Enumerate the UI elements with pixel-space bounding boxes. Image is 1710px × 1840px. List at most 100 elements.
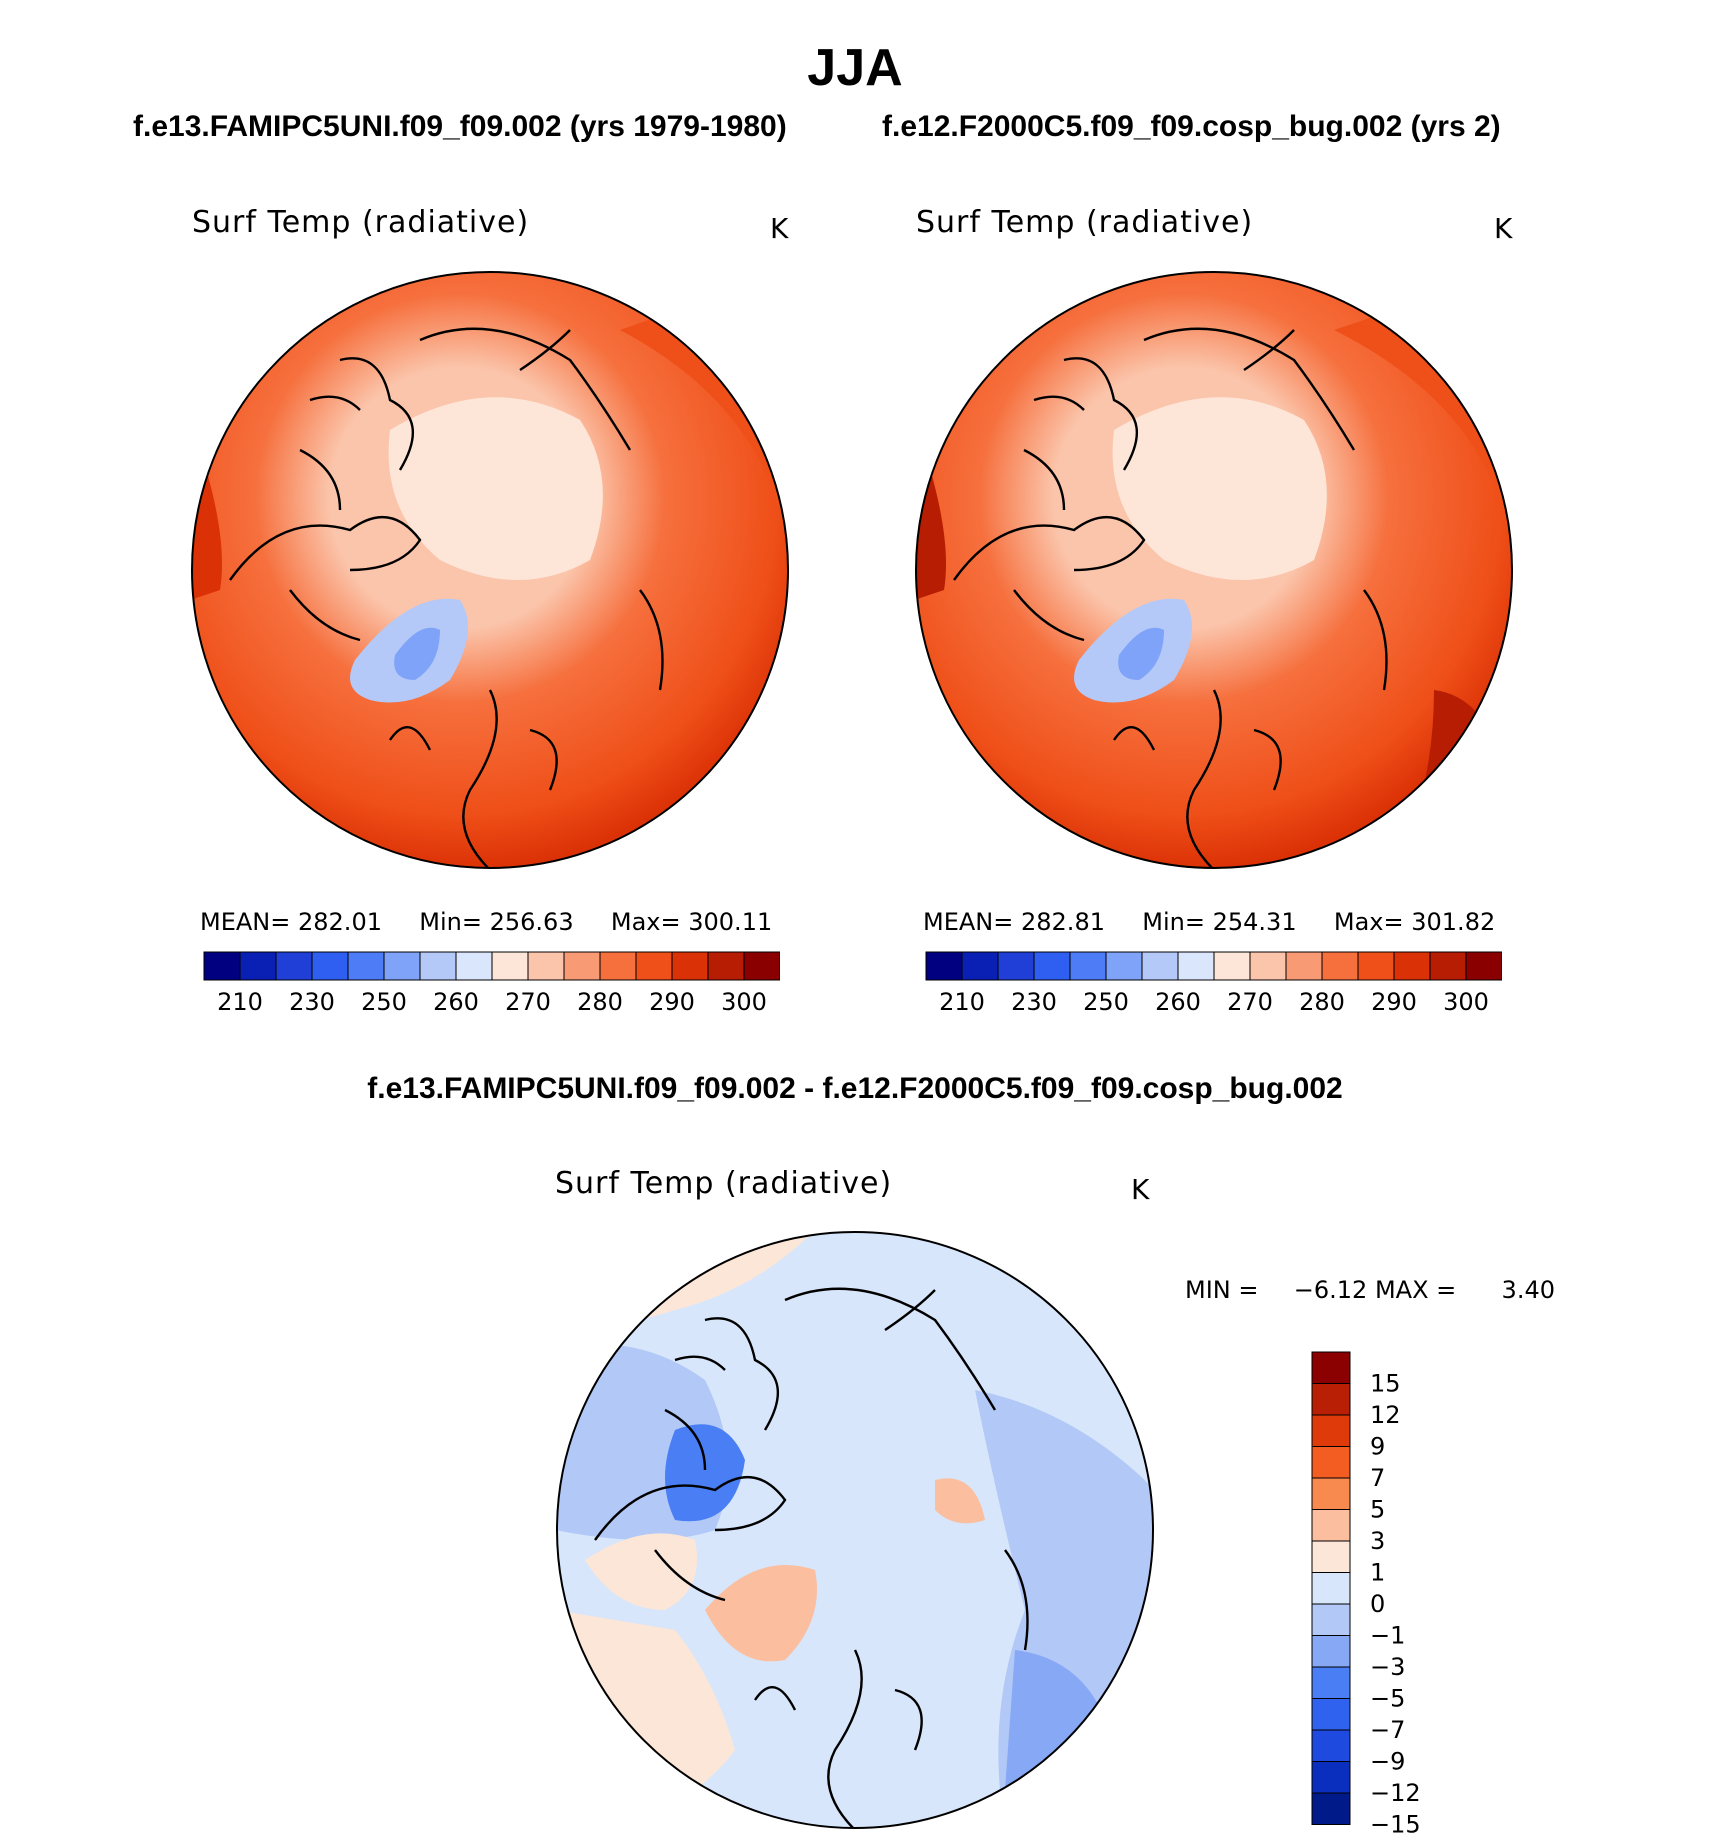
panel1-colorbar-swatch (635, 951, 673, 981)
panel3-units: K (1131, 1173, 1150, 1206)
panel2-colorbar-swatch (1141, 951, 1179, 981)
panel2-colorbar-tick-label: 270 (1227, 988, 1273, 1016)
panel2-colorbar-swatch (961, 951, 999, 981)
panel2-coastline (953, 327, 1388, 868)
panel3-colorbar-tick-label: 7 (1370, 1464, 1385, 1492)
panel2-colorbar-swatch (1429, 951, 1467, 981)
panel2-colorbar-swatch (1177, 951, 1215, 981)
panel1-min-value: 256.63 (489, 908, 574, 936)
panel2-variable-title: Surf Temp (radiative) (916, 205, 1254, 240)
panel2-stats: MEAN= 282.81 Min= 254.31 Max= 301.82 (923, 908, 1495, 936)
panel2-min-label: Min= (1142, 908, 1205, 936)
panel2-colorbar-tick-label: 300 (1443, 988, 1489, 1016)
panel3-colorbar-tick-label: −15 (1370, 1811, 1421, 1839)
panel3-colorbar-tick-label: 0 (1370, 1590, 1385, 1618)
panel3-colorbar-tick-label: −7 (1370, 1716, 1405, 1744)
panel2-colorbar-swatch (997, 951, 1035, 981)
panel1-colorbar-swatch (707, 951, 745, 981)
panel2-colorbar-swatch (1393, 951, 1431, 981)
panel2-map (915, 271, 1513, 869)
panel1-colorbar-swatch (455, 951, 493, 981)
panel1-colorbar-swatch (203, 951, 241, 981)
panel1-colorbar-tick-label: 230 (289, 988, 335, 1016)
panel2-colorbar-swatch (1321, 951, 1359, 981)
panel3-colorbar-swatch (1311, 1414, 1351, 1447)
panel1-colorbar-swatch (491, 951, 529, 981)
panel1-min-label: Min= (419, 908, 482, 936)
panel3-colorbar-tick-label: 12 (1370, 1401, 1401, 1429)
panel1-max-label: Max= (610, 908, 681, 936)
panel3-colorbar-tick-label: −9 (1370, 1748, 1405, 1776)
panel2-warm-east (1334, 272, 1512, 868)
panel2-max-label: Max= (1333, 908, 1404, 936)
panel2-colorbar-tick-label: 230 (1011, 988, 1057, 1016)
panel3-colorbar-swatch (1311, 1792, 1351, 1825)
panel3-colorbar-tick-label: 15 (1370, 1370, 1401, 1398)
panel1-colorbar-tick-label: 270 (505, 988, 551, 1016)
panel2-colorbar-swatch (1033, 951, 1071, 981)
panel1-colorbar-swatch (527, 951, 565, 981)
panel3-colorbar-swatch (1311, 1635, 1351, 1668)
panel1-mean-label: MEAN= (200, 908, 291, 936)
panel3-colorbar-swatch (1311, 1540, 1351, 1573)
panel2-arctic-basin (1112, 397, 1327, 580)
difference-title: f.e13.FAMIPC5UNI.f09_f09.002 - f.e12.F20… (367, 1072, 1343, 1105)
panel3-colorbar-swatch (1311, 1761, 1351, 1794)
panel1-max-value: 300.11 (688, 908, 773, 936)
page-title: JJA (807, 39, 903, 97)
panel2-colorbar-swatch (1069, 951, 1107, 981)
panel1-colorbar-swatch (239, 951, 277, 981)
panel3-warm-alaska (585, 1533, 697, 1610)
panel2-units: K (1494, 212, 1513, 245)
panel2-colorbar: 210 230 250 260 270 280 290 300 (925, 951, 1502, 1016)
panel2-colorbar-swatch (925, 951, 963, 981)
panel1-colorbar-tick-label: 290 (649, 988, 695, 1016)
panel3-colorbar-tick-label: −12 (1370, 1779, 1421, 1807)
panel3-colorbar-swatch (1311, 1509, 1351, 1542)
panel1-colorbar-tick-label: 250 (361, 988, 407, 1016)
panel1-colorbar-tick-label: 300 (721, 988, 767, 1016)
panel3-variable-title: Surf Temp (radiative) (555, 1166, 893, 1201)
panel1-colorbar-swatch (671, 951, 709, 981)
panel3-colorbar-swatch (1311, 1603, 1351, 1636)
panel3-max-label: MAX = (1374, 1276, 1457, 1304)
panel1-colorbar-swatch (599, 951, 637, 981)
panel2-greenland-core (1118, 627, 1164, 680)
panel3-colorbar-tick-label: −1 (1370, 1622, 1405, 1650)
panel1-stats: MEAN= 282.01 Min= 256.63 Max= 300.11 (200, 908, 772, 936)
panel1-colorbar-tick-label: 260 (433, 988, 479, 1016)
panel1-variable-title: Surf Temp (radiative) (192, 205, 530, 240)
panel3-warm-siberia (935, 1478, 985, 1524)
panel3-colorbar-tick-label: 1 (1370, 1559, 1385, 1587)
panel3-colorbar-swatch (1311, 1698, 1351, 1731)
panel3-map (556, 1231, 1154, 1829)
panel2-colorbar-swatch (1285, 951, 1323, 981)
panel1-colorbar-swatch (347, 951, 385, 981)
panel3-colorbar-tick-label: 3 (1370, 1527, 1385, 1555)
panel3-colorbar-swatch (1311, 1446, 1351, 1479)
panel1-mean-value: 282.01 (298, 908, 382, 936)
panel3-max-value: 3.40 (1501, 1276, 1555, 1304)
panel2-colorbar-tick-label: 260 (1155, 988, 1201, 1016)
panel1-coastline (229, 327, 664, 868)
panel1-colorbar-tick-label: 210 (217, 988, 263, 1016)
panel1-colorbar-swatch (563, 951, 601, 981)
panel1-colorbar: 210 230 250 260 270 280 290 300 (203, 951, 780, 1016)
panel3-colorbar-tick-label: −3 (1370, 1653, 1405, 1681)
panel1-colorbar-swatch (743, 951, 780, 981)
panel2-colorbar-tick-label: 250 (1083, 988, 1129, 1016)
panel2-colorbar-swatch (1105, 951, 1143, 981)
panel1-colorbar-swatch (311, 951, 349, 981)
panel2-mean-value: 282.81 (1021, 908, 1105, 936)
panel2-colorbar-swatch (1249, 951, 1287, 981)
panel3-colorbar-swatch (1311, 1729, 1351, 1762)
panel3-colorbar: 15 12 9 7 5 3 1 0 −1 −3 −5 −7 −9 −12 −15 (1311, 1351, 1421, 1839)
panel3-greenland-warm (705, 1565, 817, 1662)
panel3-colorbar-swatch (1311, 1477, 1351, 1510)
panel3-colorbar-tick-label: 9 (1370, 1433, 1385, 1461)
right-case-subtitle: f.e12.F2000C5.f09_f09.cosp_bug.002 (yrs … (882, 110, 1501, 143)
panel2-colorbar-tick-label: 210 (939, 988, 985, 1016)
panel2-max-value: 301.82 (1411, 908, 1496, 936)
panel3-colorbar-swatch (1311, 1572, 1351, 1605)
panel2-colorbar-swatch (1213, 951, 1251, 981)
